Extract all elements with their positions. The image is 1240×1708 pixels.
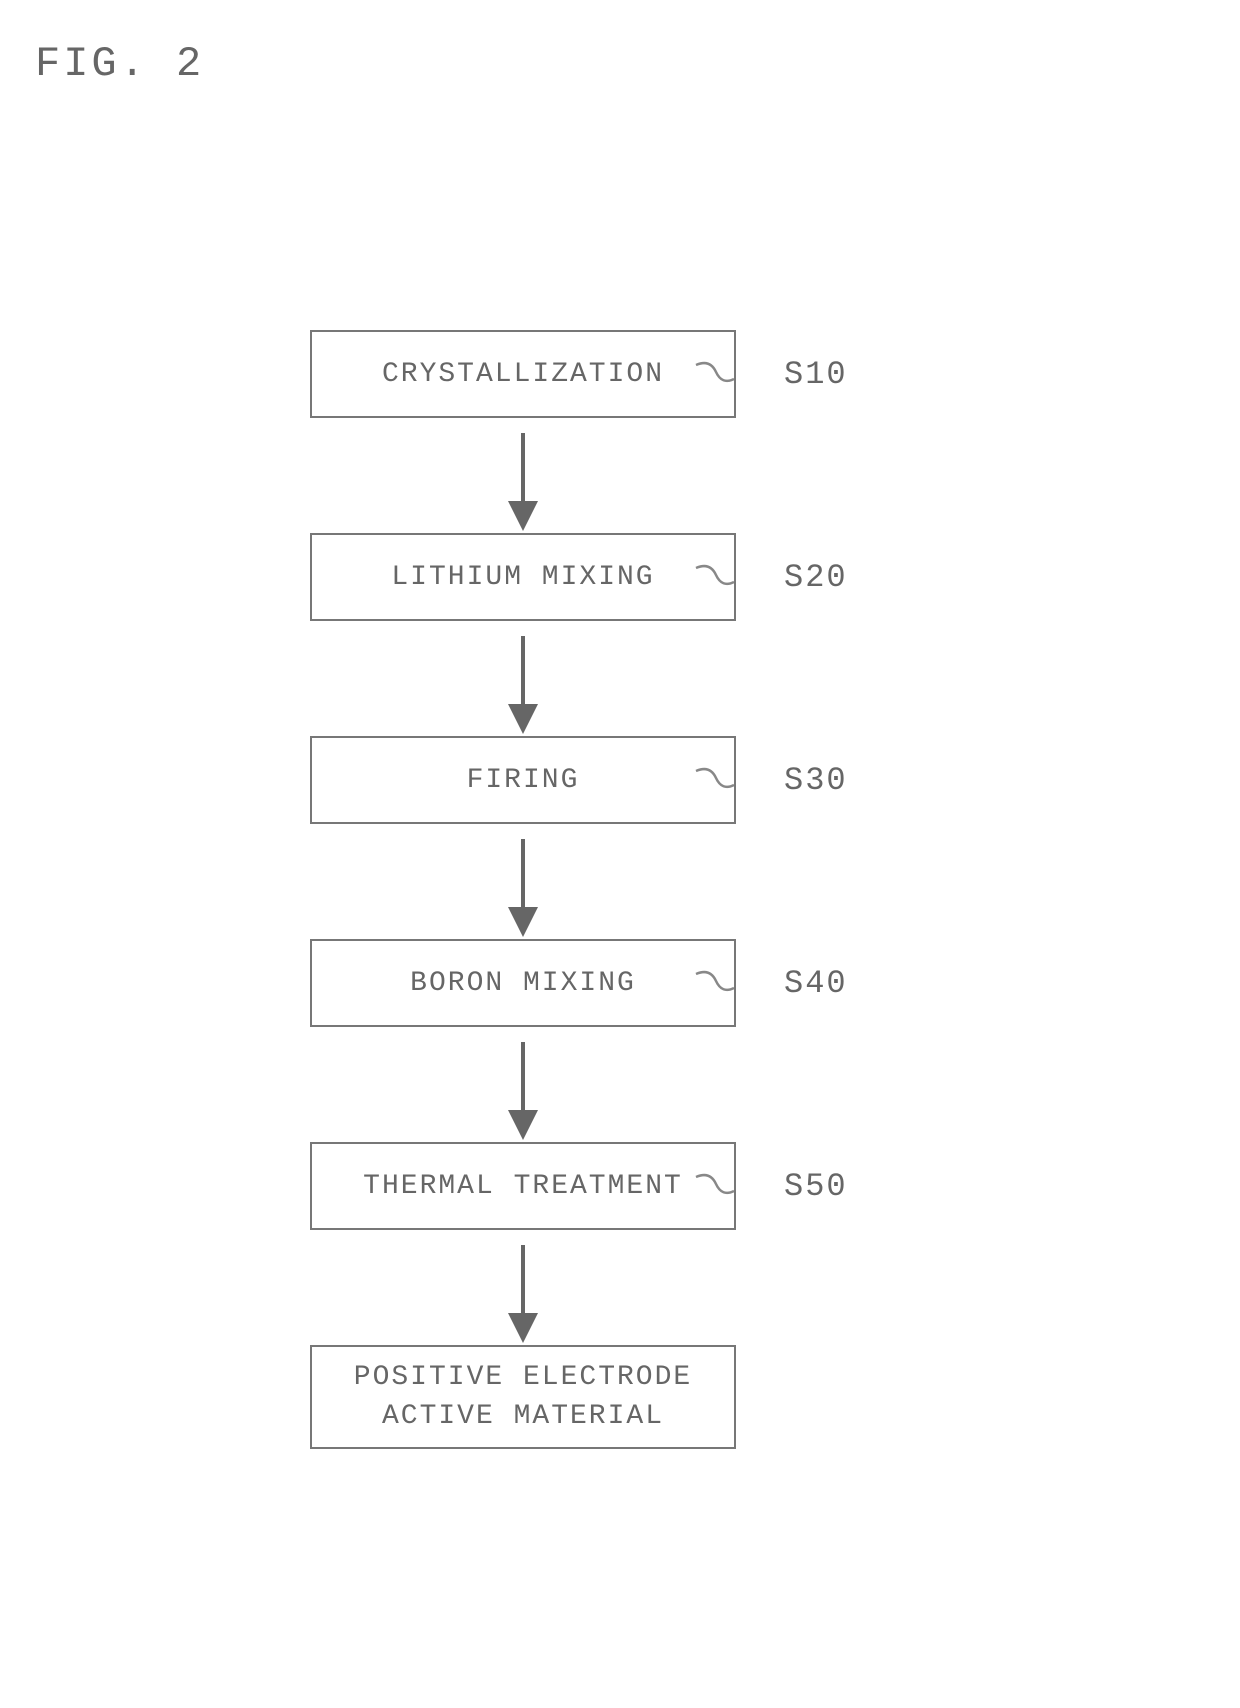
flow-box: LITHIUM MIXING <box>310 533 736 621</box>
flow-arrow <box>310 824 736 939</box>
step-connector <box>694 560 734 595</box>
step-connector <box>694 966 734 1001</box>
arrow-head-icon <box>508 1313 538 1343</box>
curve-icon <box>694 1169 734 1199</box>
step-label: S20 <box>784 559 848 596</box>
step-connector <box>694 763 734 798</box>
flow-node-s30: FIRING S30 <box>310 736 930 824</box>
step-label: S50 <box>784 1168 848 1205</box>
curve-icon <box>694 357 734 387</box>
flow-arrow <box>310 621 736 736</box>
curve-icon <box>694 763 734 793</box>
flow-node-s10: CRYSTALLIZATION S10 <box>310 330 930 418</box>
curve-icon <box>694 560 734 590</box>
step-label: S40 <box>784 965 848 1002</box>
curve-icon <box>694 966 734 996</box>
flow-box: FIRING <box>310 736 736 824</box>
step-label: S10 <box>784 356 848 393</box>
flow-node-output: POSITIVE ELECTRODEACTIVE MATERIAL <box>310 1345 930 1449</box>
step-label: S30 <box>784 762 848 799</box>
flow-node-s20: LITHIUM MIXING S20 <box>310 533 930 621</box>
flow-arrow <box>310 1230 736 1345</box>
flow-box: POSITIVE ELECTRODEACTIVE MATERIAL <box>310 1345 736 1449</box>
flow-box: BORON MIXING <box>310 939 736 1027</box>
figure-title: FIG. 2 <box>35 40 204 88</box>
flow-box: CRYSTALLIZATION <box>310 330 736 418</box>
flow-arrow <box>310 1027 736 1142</box>
step-connector <box>694 1169 734 1204</box>
arrow-head-icon <box>508 1110 538 1140</box>
flow-node-s50: THERMAL TREATMENT S50 <box>310 1142 930 1230</box>
flow-box: THERMAL TREATMENT <box>310 1142 736 1230</box>
arrow-head-icon <box>508 907 538 937</box>
flowchart: CRYSTALLIZATION S10 LITHIUM MIXING S20 F… <box>310 330 930 1449</box>
arrow-head-icon <box>508 704 538 734</box>
flow-node-s40: BORON MIXING S40 <box>310 939 930 1027</box>
flow-arrow <box>310 418 736 533</box>
arrow-head-icon <box>508 501 538 531</box>
step-connector <box>694 357 734 392</box>
